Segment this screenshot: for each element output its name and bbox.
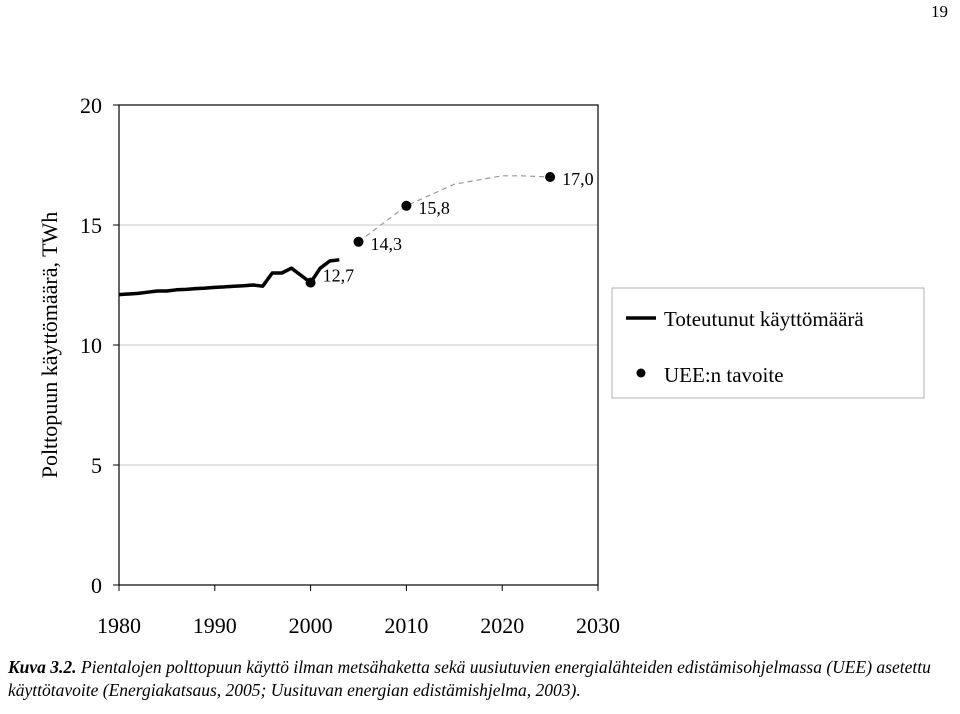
caption-lead: Kuva 3.2. [8, 657, 77, 677]
legend-label-actual: Toteutunut käyttömäärä [664, 307, 864, 331]
x-tick-label: 1990 [193, 613, 237, 638]
x-tick-label: 2030 [576, 613, 620, 638]
legend: Toteutunut käyttömäärä UEE:n tavoite [611, 287, 925, 399]
y-axis-label: Polttopuun käyttömäärä, TWh [37, 212, 62, 479]
caption-text: Pientalojen polttopuun käyttö ilman mets… [8, 657, 931, 700]
x-tick-label: 1980 [97, 613, 141, 638]
line-chart: 0 5 10 15 20 1980 1990 2000 2010 2020 2030 12,7 14… [37, 93, 925, 638]
y-tick-label: 20 [80, 93, 102, 118]
point-labels: 12,7 14,3 15,8 17,0 [323, 169, 594, 286]
y-tick-labels: 0 5 10 15 20 [80, 93, 102, 598]
grid-lines [119, 104, 598, 466]
y-tick-label: 15 [80, 213, 102, 238]
point-label: 15,8 [418, 198, 450, 218]
figure-caption: Kuva 3.2. Pientalojen polttopuun käyttö … [8, 656, 956, 702]
y-tick-label: 0 [91, 573, 102, 598]
target-point [353, 236, 364, 247]
y-tick-label: 5 [91, 453, 102, 478]
legend-box [611, 287, 925, 399]
x-tick-labels: 1980 1990 2000 2010 2020 2030 [97, 613, 620, 638]
series-actual-line [118, 258, 340, 297]
axes [113, 104, 599, 591]
target-point [401, 200, 412, 211]
page-number: 19 [931, 2, 948, 21]
point-label: 12,7 [323, 266, 355, 286]
legend-label-target: UEE:n tavoite [664, 363, 784, 387]
plot-frame [118, 104, 599, 586]
y-tick-label: 10 [80, 333, 102, 358]
point-label: 14,3 [371, 234, 403, 254]
x-tick-label: 2010 [384, 613, 428, 638]
point-label: 17,0 [562, 169, 594, 189]
target-point [545, 172, 556, 182]
target-point [305, 277, 316, 288]
trend-line [358, 175, 551, 243]
x-tick-label: 2000 [289, 613, 333, 638]
series-layer [118, 172, 556, 297]
x-tick-label: 2020 [480, 613, 524, 638]
legend-point-swatch [636, 368, 646, 378]
